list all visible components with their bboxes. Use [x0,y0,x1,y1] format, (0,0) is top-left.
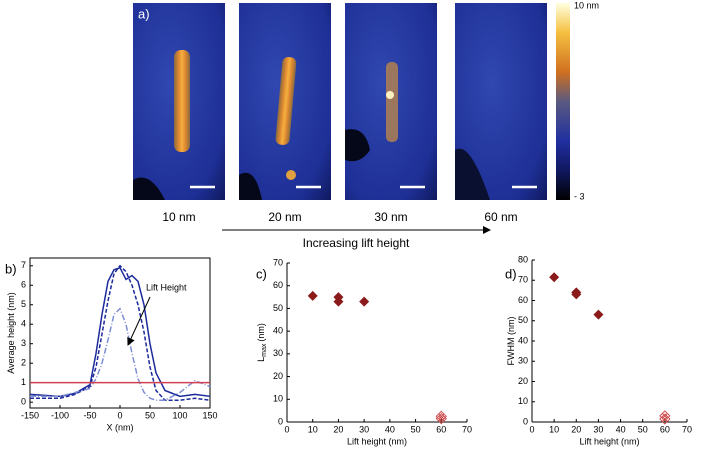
line [30,264,211,401]
x-tick-label: 70 [682,424,692,434]
x-tick-label: 20 [333,424,343,434]
afm-feature [455,148,490,200]
annotation: Lift Height [146,282,187,292]
x-tick-label: 40 [616,424,626,434]
y-axis-label: Lmax(nm) [256,323,267,362]
image-label: 30 nm [374,210,407,224]
y-tick-label: 30 [273,348,283,358]
panel-label: a) [138,6,150,21]
x-axis-label: X (nm) [107,422,134,432]
y-tick-label: 0 [523,416,528,426]
x-tick-label: 40 [385,424,395,434]
point [571,289,582,300]
y-tick-label: 4 [21,319,26,329]
y-tick-label: 30 [518,356,528,366]
x-tick-label: 0 [529,424,534,434]
panel-label: b) [5,261,17,276]
x-tick-label: -150 [21,410,39,420]
y-tick-label: 2 [21,358,26,368]
y-tick-label: 40 [518,335,528,345]
x-tick-label: 30 [359,424,369,434]
x-axis-label: Lift height (nm) [579,436,639,446]
x-tick-label: 60 [436,424,446,434]
x-axis-label: Lift height (nm) [347,436,407,446]
chart: 0 10 20 30 40 50 60 70 0 10 20 30 40 50 60 70 80d) Lift h… [505,254,692,446]
x-tick-label: 0 [284,424,289,434]
point [549,272,560,283]
x-tick-label: 0 [117,410,122,420]
x-tick-label: 10 [549,424,559,434]
x-tick-label: 50 [638,424,648,434]
afm-feature [174,50,190,152]
plot-frame [29,257,211,409]
y-tick-label: 80 [518,254,528,264]
afm-images: a) 10 nm - 3 10 nm 20 nm 30 nm 60 nm Inc… [133,0,599,250]
y-axis-label: FWHM (nm) [506,317,516,366]
x-tick-label: -50 [83,410,96,420]
y-tick-label: 10 [273,394,283,404]
point [307,290,318,301]
y-tick-label: 7 [21,260,26,270]
arrow-label: Increasing lift height [303,236,410,250]
panel-label: c) [256,266,267,281]
afm-feature [239,172,262,200]
afm-feature [345,129,370,162]
y-axis-label-main: Average height (nm) [6,292,16,373]
afm-feature [133,177,165,200]
y-tick-label: 70 [273,257,283,267]
point [435,412,447,425]
chart: -150 -100 -50 0 50 100 150 0 1 2 3 4 5 6 7 b) X (nm) Aver… [5,257,218,432]
afm-feature [286,170,296,180]
y-axis-label: Average height (nm) [6,292,16,373]
y-axis-label-main: L [256,357,266,362]
colorbar-label: - 3 [574,191,585,201]
point [333,296,344,307]
x-tick-label: 10 [308,424,318,434]
x-tick-label: 70 [462,424,472,434]
x-tick-label: 20 [571,424,581,434]
y-tick-label: 50 [273,303,283,313]
y-axis-label-unit: (nm) [256,323,266,342]
afm-feature [275,57,297,145]
y-axis-label-sub: max [261,343,268,357]
y-tick-label: 50 [518,315,528,325]
point [359,296,370,307]
x-tick-label: 100 [172,410,187,420]
y-tick-label: 0 [21,397,26,407]
x-tick-label: 50 [145,410,155,420]
image-label: 60 nm [484,210,517,224]
y-axis-label-main: FWHM (nm) [506,317,516,366]
y-tick-label: 5 [21,299,26,309]
y-tick-label: 60 [518,295,528,305]
x-tick-label: 150 [202,410,217,420]
y-tick-label: 10 [518,396,528,406]
x-tick-label: -100 [51,410,69,420]
afm-feature [386,62,398,142]
colorbar [556,3,570,200]
image-label: 20 nm [268,210,301,224]
x-tick-label: 60 [660,424,670,434]
panel-label: d) [505,266,517,281]
colorbar-label: 10 nm [574,0,599,10]
afm-feature [386,91,394,99]
y-tick-label: 3 [21,338,26,348]
y-tick-label: 20 [518,376,528,386]
y-tick-label: 40 [273,326,283,336]
y-tick-label: 20 [273,371,283,381]
annotation-arrow [127,296,151,346]
y-tick-label: 70 [518,275,528,285]
x-tick-label: 50 [411,424,421,434]
y-tick-label: 0 [278,416,283,426]
chart: 0 10 20 30 40 50 60 70 0 10 20 30 40 50 60 70 c) Lift hei… [256,257,472,446]
line [30,307,211,401]
point [593,309,604,320]
y-tick-label: 6 [21,280,26,290]
x-tick-label: 30 [593,424,603,434]
point [659,413,671,425]
y-tick-label: 60 [273,280,283,290]
y-tick-label: 1 [21,377,26,387]
image-label: 10 nm [162,210,195,224]
